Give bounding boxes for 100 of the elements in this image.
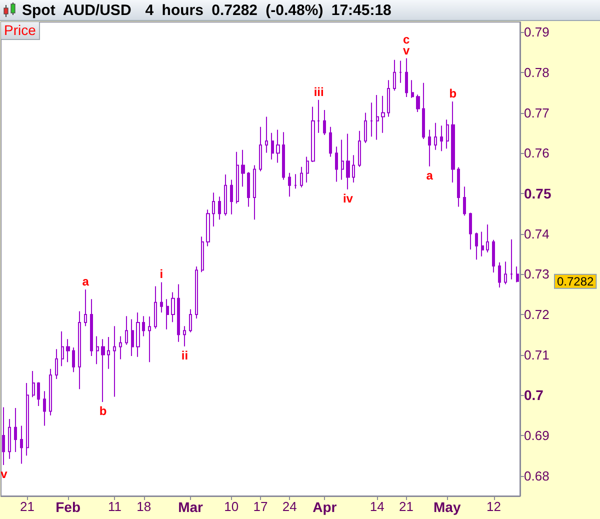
candlestick xyxy=(364,112,367,144)
candlestick xyxy=(446,119,449,150)
candlestick xyxy=(90,298,93,357)
candlestick xyxy=(236,151,239,204)
x-tick-label: 17 xyxy=(253,499,268,514)
candlestick xyxy=(376,94,379,140)
x-tick-label: 21 xyxy=(399,499,414,514)
candlestick xyxy=(253,164,256,220)
candlestick xyxy=(201,236,204,273)
annotation: i xyxy=(160,267,164,282)
candlestick xyxy=(55,348,58,380)
candlestick xyxy=(323,109,326,136)
x-tick-label: 24 xyxy=(282,499,297,514)
annotation: iii xyxy=(314,84,324,99)
candlestick xyxy=(358,130,361,168)
candlestick xyxy=(393,59,396,92)
candlestick xyxy=(399,60,402,84)
candlestick xyxy=(451,100,455,184)
candlestick xyxy=(504,261,507,285)
candlestick xyxy=(72,347,75,373)
x-tick-label: Mar xyxy=(178,499,204,515)
candlestick xyxy=(428,129,431,167)
candlestick xyxy=(300,166,303,188)
text: 0.7282 xyxy=(557,274,594,288)
annotation: b xyxy=(99,404,107,418)
candlestick xyxy=(282,132,285,180)
candlestick xyxy=(411,80,414,98)
candlestick xyxy=(160,282,163,313)
candlestick xyxy=(66,338,70,363)
candlestick xyxy=(265,116,268,154)
chart-subtitle: 4 hours 0.7282 (-0.48%) 17:45:18 xyxy=(145,2,392,18)
candlestick xyxy=(8,418,11,460)
y-tick-label: 0.75 xyxy=(524,185,552,202)
candlestick xyxy=(14,408,17,453)
candlestick xyxy=(346,133,350,190)
candlestick xyxy=(510,238,513,280)
y-tick-label: 0.79 xyxy=(524,24,550,40)
candlestick xyxy=(26,382,29,456)
x-tick-label: 10 xyxy=(224,499,239,514)
candlestick xyxy=(294,174,297,190)
candlestick xyxy=(498,262,501,288)
annotation: a xyxy=(426,168,434,182)
candlestick xyxy=(492,239,495,274)
candlestick xyxy=(142,316,145,337)
annotation: ii xyxy=(181,348,188,362)
candlestick xyxy=(440,125,443,152)
candlestick xyxy=(288,172,291,198)
candlestick xyxy=(329,126,332,158)
candlestick xyxy=(475,232,478,260)
candlestick xyxy=(481,231,484,257)
candlestick xyxy=(166,298,169,330)
candlestick xyxy=(241,149,245,188)
candlestick xyxy=(154,286,157,330)
candlestick xyxy=(195,266,198,319)
candlestick xyxy=(32,370,35,398)
annotation: iv xyxy=(342,191,354,206)
candlestick xyxy=(422,82,425,140)
candlestick xyxy=(486,224,489,253)
candlestick xyxy=(469,212,472,250)
candlestick xyxy=(463,186,466,216)
y-tick-label: 0.7 xyxy=(524,387,544,404)
y-tick-label: 0.69 xyxy=(524,428,550,443)
candlestick xyxy=(136,312,140,358)
candlestick xyxy=(84,288,87,327)
y-axis-title: Price xyxy=(1,22,40,40)
candlestick xyxy=(341,139,344,180)
candlestick xyxy=(119,336,122,360)
x-tick-label: 18 xyxy=(136,499,152,514)
y-tick-label: 0.74 xyxy=(524,226,550,242)
candlestick xyxy=(335,146,338,182)
candlestick xyxy=(37,382,40,407)
candlestick xyxy=(370,102,373,138)
candlestick xyxy=(381,95,385,134)
candlestick xyxy=(247,172,250,208)
candlestick xyxy=(113,326,116,398)
candlestick xyxy=(183,326,186,347)
candlestick xyxy=(189,308,192,333)
y-tick-label: 0.76 xyxy=(524,146,550,161)
y-tick-label: 0.77 xyxy=(524,105,550,120)
annotation: v xyxy=(0,466,8,481)
y-tick-label: 0.78 xyxy=(524,64,550,80)
annotation: a xyxy=(82,274,90,288)
candlestick xyxy=(416,94,420,112)
candlestick xyxy=(516,266,519,283)
candlestick xyxy=(276,129,280,164)
candlestick xyxy=(96,336,99,365)
candlestick xyxy=(61,330,64,367)
candlestick xyxy=(405,58,408,98)
candlestick xyxy=(387,80,390,118)
candlestick xyxy=(317,99,320,134)
x-tick-label: 11 xyxy=(108,499,122,514)
candlestick xyxy=(43,390,46,426)
candlestick xyxy=(259,126,262,172)
candlestick xyxy=(148,316,151,363)
candlestick xyxy=(218,196,221,220)
x-tick-label: May xyxy=(433,499,461,515)
candlestick xyxy=(306,156,309,184)
annotation: b xyxy=(449,86,457,100)
x-tick-label: 21 xyxy=(20,499,34,514)
candlestick xyxy=(78,310,81,390)
